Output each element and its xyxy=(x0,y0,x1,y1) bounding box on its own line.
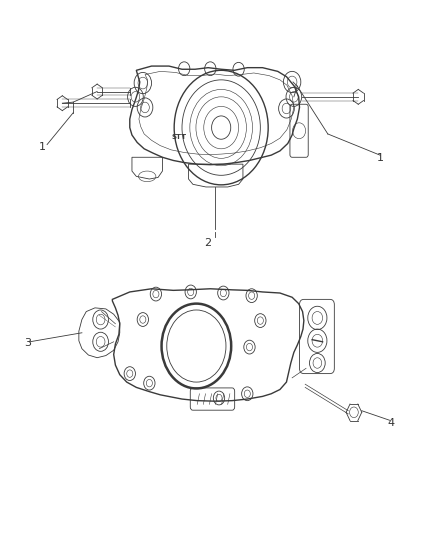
Text: 4: 4 xyxy=(387,418,395,428)
Text: STT: STT xyxy=(171,134,186,140)
Text: 2: 2 xyxy=(205,238,212,248)
Text: 1: 1 xyxy=(377,153,384,163)
Text: 1: 1 xyxy=(39,142,46,152)
Text: 3: 3 xyxy=(24,338,31,349)
